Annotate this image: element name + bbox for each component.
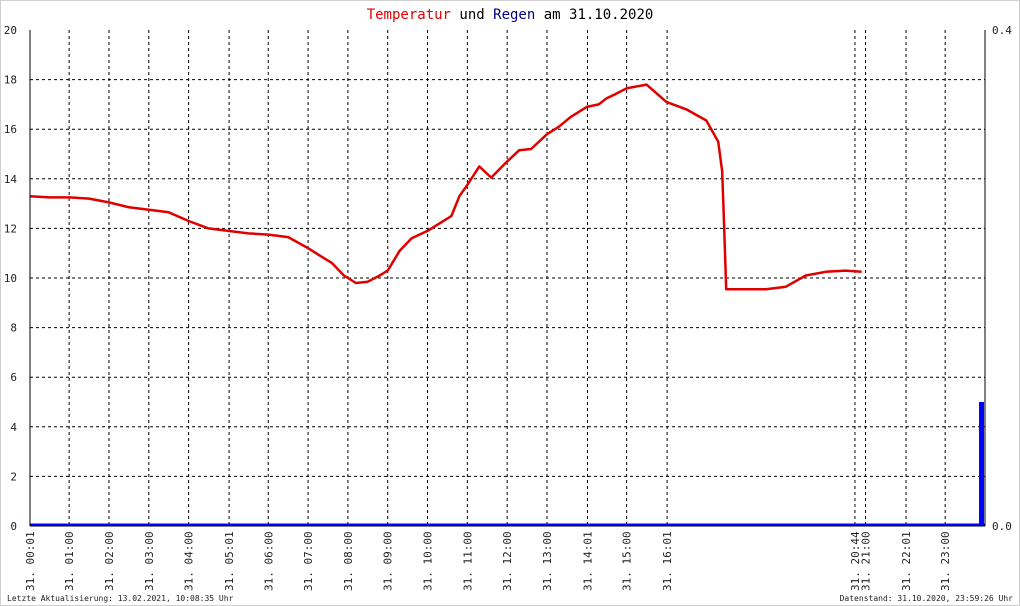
title-date: am 31.10.2020 — [535, 7, 653, 23]
grid — [30, 30, 985, 526]
y-tick-label: 16 — [4, 123, 17, 136]
title-rain: Regen — [493, 7, 535, 23]
chart-title: Temperatur und Regen am 31.10.2020 — [367, 7, 654, 23]
x-tick-label: 31. 02:00 — [103, 531, 116, 591]
rain-bar — [979, 402, 983, 526]
y-tick-label: 14 — [4, 173, 18, 186]
y-tick-label: 10 — [4, 272, 17, 285]
x-tick-label: 31. 13:00 — [541, 531, 554, 591]
y-tick-label: 20 — [4, 24, 17, 37]
y-tick-label: 18 — [4, 74, 17, 87]
y-tick-label: 4 — [10, 421, 17, 434]
y-tick-label: 6 — [10, 371, 17, 384]
x-tick-label: 31. 06:00 — [262, 531, 275, 591]
y-tick-label: 0 — [10, 520, 17, 533]
x-tick-label: 31. 15:00 — [621, 531, 634, 591]
x-tick-label: 31. 07:00 — [302, 531, 315, 591]
footer-last-update: Letzte Aktualisierung: 13.02.2021, 10:08… — [7, 594, 234, 603]
axes — [29, 30, 986, 527]
x-tick-label: 31. 16:01 — [661, 531, 674, 591]
x-tick-label: 31. 21:00 — [860, 531, 873, 591]
x-tick-label: 31. 11:00 — [461, 531, 474, 591]
footer-data-status: Datenstand: 31.10.2020, 23:59:26 Uhr — [840, 594, 1014, 603]
axis-ticks: 0 2 4 6 8 10 12 14 16 18 20 0.0 0.4 31. 00:01 31. 01:0… — [4, 24, 1012, 591]
x-tick-label: 31. 09:00 — [382, 531, 395, 591]
y-tick-label: 12 — [4, 222, 17, 235]
series — [29, 83, 985, 527]
x-tick-label: 31. 01:00 — [63, 531, 76, 591]
x-tick-label: 31. 05:01 — [223, 531, 236, 591]
y-tick-label: 8 — [10, 322, 17, 335]
x-tick-label: 31. 00:01 — [24, 531, 37, 591]
y2-tick-label: 0.4 — [992, 24, 1012, 37]
x-tick-label: 31. 08:00 — [342, 531, 355, 591]
y2-tick-label: 0.0 — [992, 520, 1012, 533]
rain-bar — [981, 402, 985, 526]
title-temperature: Temperatur — [367, 7, 451, 23]
x-tick-label: 31. 23:00 — [939, 531, 952, 591]
x-tick-label: 31. 12:00 — [501, 531, 514, 591]
x-tick-label: 31. 22:01 — [900, 531, 913, 591]
x-tick-label: 31. 14:01 — [581, 531, 594, 591]
x-tick-label: 31. 03:00 — [143, 531, 156, 591]
x-tick-label: 31. 20:44 — [849, 531, 862, 591]
x-tick-label: 31. 04:00 — [183, 531, 196, 591]
x-tick-label: 31. 10:00 — [422, 531, 435, 591]
temperature-line — [29, 83, 862, 291]
title-and: und — [451, 7, 493, 23]
y-tick-label: 2 — [10, 470, 17, 483]
